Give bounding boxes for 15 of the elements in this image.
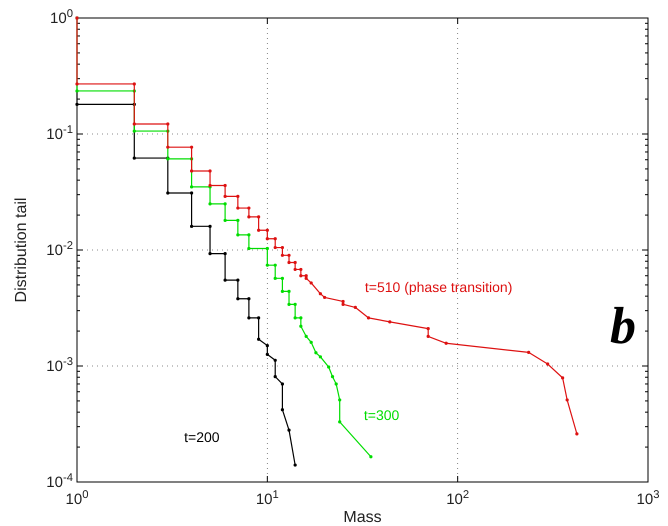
text: t=200 [184,429,220,446]
series-label: t=510 (phase transition) [364,278,512,295]
series-label: t=300 [364,406,400,423]
annotation: b [610,298,636,355]
y-tick-label: 10$^{0}$ [50,8,73,27]
y-tick-label: 10$^{-2}$ [46,240,73,259]
x-tick-label: 10$^{1}$ [256,489,279,508]
x-tick-label: 10$^{3}$ [636,489,660,508]
x-tick-label: 10$^{0}$ [66,489,88,508]
y-tick-label: 10$^{-3}$ [46,356,73,375]
y-tick-label: 10$^{-1}$ [46,124,73,143]
y-axis-title: Distribution tail [13,198,30,302]
x-tick-label: 10$^{2}$ [446,489,470,508]
y-tick-label: 10$^{-4}$ [46,472,73,491]
x-axis-title: Mass [343,509,382,526]
